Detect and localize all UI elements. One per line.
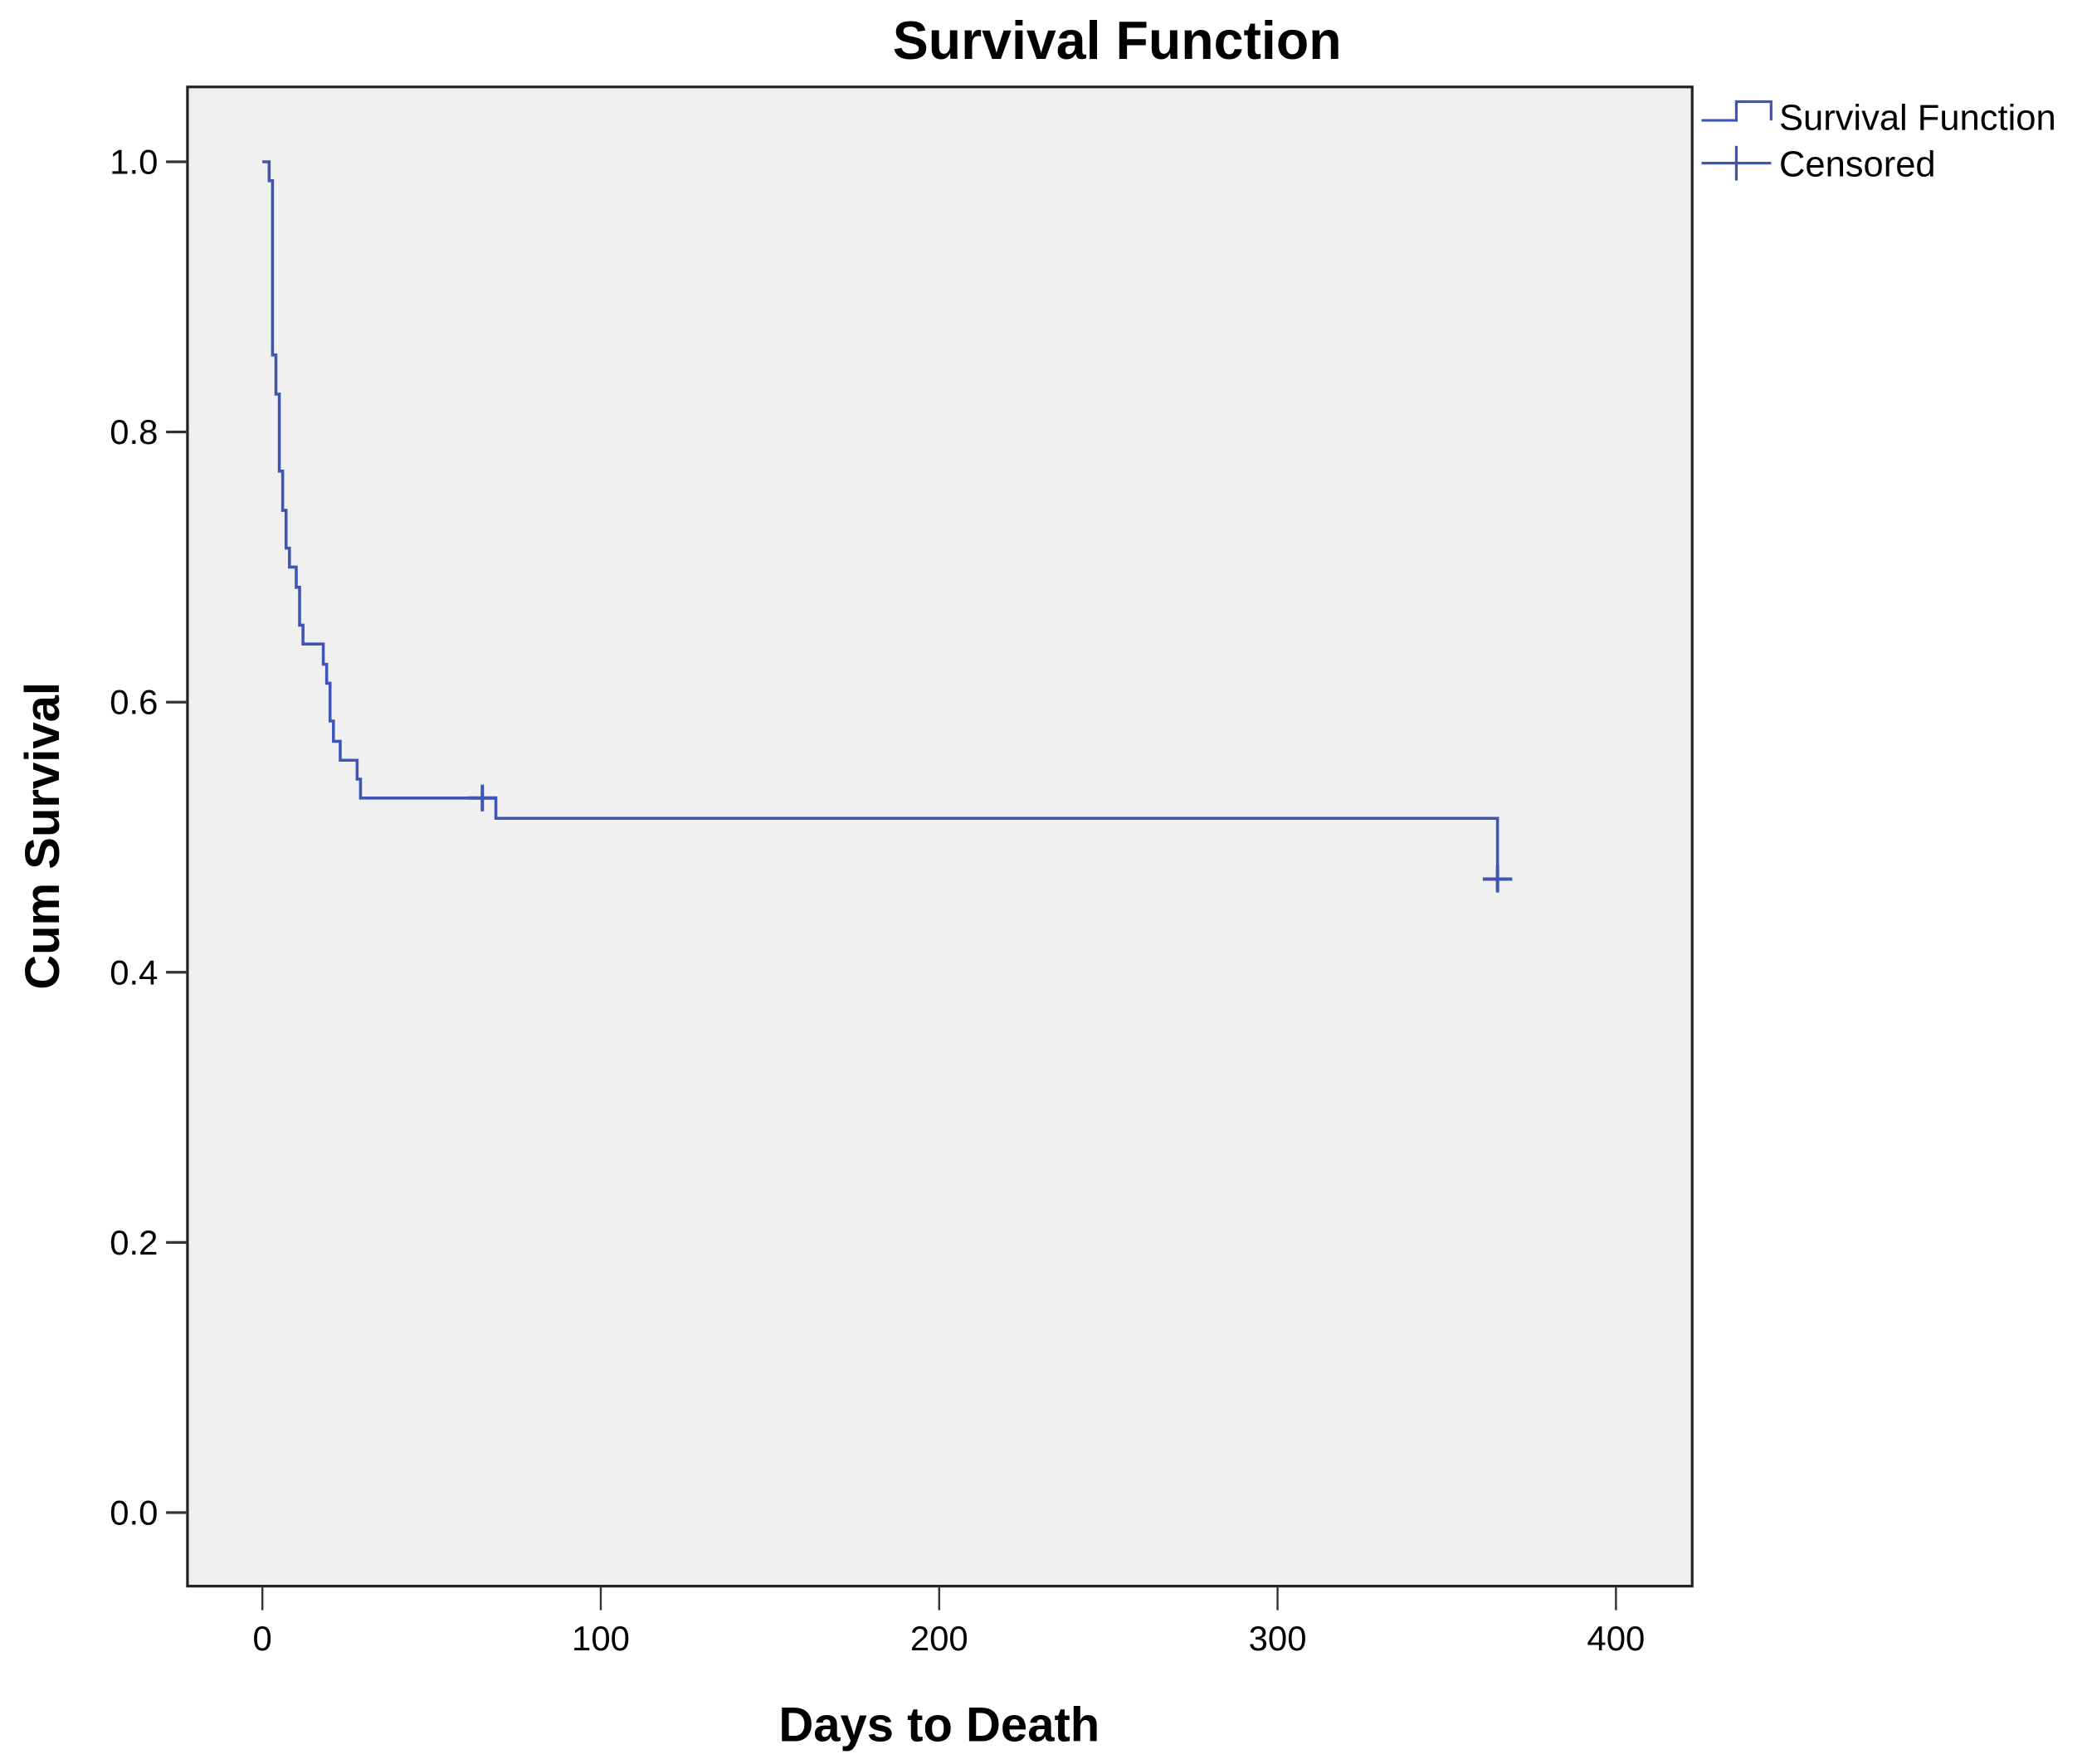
x-tick-label: 200 (910, 1619, 968, 1658)
y-tick-label: 0.6 (110, 683, 158, 722)
x-tick-label: 0 (253, 1619, 272, 1658)
censored-marker (467, 784, 497, 811)
x-tick-label: 400 (1587, 1619, 1645, 1658)
y-axis: 0.0 0.2 0.4 0.6 0.8 1.0 (110, 143, 188, 1532)
legend-censored-swatch (1701, 145, 1772, 181)
legend-survival-swatch (1701, 100, 1772, 122)
x-axis: 0 100 200 300 400 (253, 1586, 1645, 1658)
plot-area (186, 85, 1694, 1588)
plot-marks (262, 160, 1513, 893)
legend-survival-label: Survival Function (1779, 98, 2056, 138)
y-tick-label: 0.4 (110, 953, 158, 992)
censored-marker (1482, 865, 1513, 893)
x-axis-label: Days to Death (778, 1698, 1100, 1752)
y-tick-label: 0.2 (110, 1223, 158, 1262)
y-tick-label: 0.0 (110, 1493, 158, 1532)
y-axis-label: Cum Survival (16, 682, 70, 990)
y-tick-label: 0.8 (110, 412, 158, 451)
survival-function-line (262, 160, 1499, 880)
chart-title: Survival Function (893, 11, 1342, 71)
x-tick-label: 300 (1249, 1619, 1307, 1658)
legend-censored-label: Censored (1779, 145, 1936, 185)
y-tick-label: 1.0 (110, 143, 158, 182)
x-tick-label: 100 (572, 1619, 630, 1658)
legend: Survival Function Censored (1701, 98, 2056, 185)
